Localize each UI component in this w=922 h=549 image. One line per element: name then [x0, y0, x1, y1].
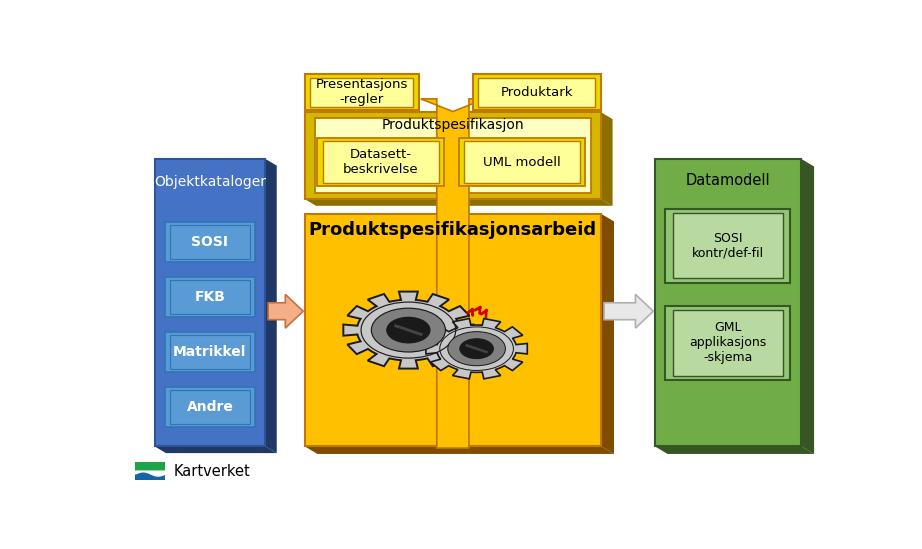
FancyBboxPatch shape: [164, 332, 255, 372]
FancyBboxPatch shape: [655, 159, 801, 446]
FancyBboxPatch shape: [304, 74, 419, 110]
Polygon shape: [136, 471, 165, 480]
FancyBboxPatch shape: [170, 335, 250, 369]
FancyBboxPatch shape: [672, 310, 784, 376]
FancyBboxPatch shape: [465, 141, 580, 183]
Text: Objektkataloger: Objektkataloger: [154, 175, 266, 189]
Polygon shape: [601, 113, 612, 206]
Text: Andre: Andre: [186, 400, 233, 414]
FancyBboxPatch shape: [317, 138, 444, 186]
FancyBboxPatch shape: [304, 113, 601, 199]
Polygon shape: [136, 462, 165, 471]
Polygon shape: [304, 199, 612, 206]
Text: Produktspesifikasjon: Produktspesifikasjon: [382, 118, 525, 132]
Text: SOSI: SOSI: [192, 236, 229, 249]
FancyBboxPatch shape: [170, 280, 250, 315]
FancyBboxPatch shape: [672, 213, 784, 278]
FancyBboxPatch shape: [324, 141, 439, 183]
FancyBboxPatch shape: [164, 222, 255, 262]
Circle shape: [372, 308, 445, 352]
Polygon shape: [155, 446, 277, 453]
Text: Datamodell: Datamodell: [686, 172, 770, 188]
Polygon shape: [655, 446, 814, 454]
FancyBboxPatch shape: [666, 209, 790, 283]
FancyBboxPatch shape: [155, 159, 266, 446]
Polygon shape: [601, 214, 614, 454]
Text: Kartverket: Kartverket: [174, 464, 251, 479]
Text: UML modell: UML modell: [483, 155, 561, 169]
Polygon shape: [266, 159, 277, 453]
Polygon shape: [420, 99, 485, 448]
Polygon shape: [801, 159, 814, 454]
FancyBboxPatch shape: [311, 78, 413, 107]
FancyBboxPatch shape: [170, 225, 250, 260]
FancyBboxPatch shape: [164, 387, 255, 427]
FancyBboxPatch shape: [458, 138, 585, 186]
Polygon shape: [343, 292, 474, 368]
Text: Datasett-
beskrivelse: Datasett- beskrivelse: [343, 148, 419, 176]
Polygon shape: [604, 294, 654, 328]
Polygon shape: [304, 446, 614, 454]
Circle shape: [448, 332, 505, 366]
Text: Produktspesifikasjonsarbeid: Produktspesifikasjonsarbeid: [309, 221, 597, 239]
Text: FKB: FKB: [195, 290, 225, 304]
FancyBboxPatch shape: [304, 214, 601, 446]
FancyBboxPatch shape: [479, 78, 596, 107]
Polygon shape: [268, 294, 303, 328]
Circle shape: [460, 339, 493, 358]
Circle shape: [387, 317, 430, 343]
Polygon shape: [426, 318, 527, 379]
FancyBboxPatch shape: [314, 118, 591, 193]
Text: GML
applikasjons
-skjema: GML applikasjons -skjema: [690, 321, 766, 365]
Text: Presentasjons
-regler: Presentasjons -regler: [315, 79, 408, 107]
FancyBboxPatch shape: [472, 74, 601, 110]
Text: SOSI
kontr/def-fil: SOSI kontr/def-fil: [692, 232, 764, 260]
FancyBboxPatch shape: [170, 390, 250, 424]
FancyBboxPatch shape: [666, 306, 790, 380]
Text: Matrikkel: Matrikkel: [173, 345, 246, 359]
FancyBboxPatch shape: [164, 277, 255, 317]
Text: Produktark: Produktark: [501, 86, 573, 99]
